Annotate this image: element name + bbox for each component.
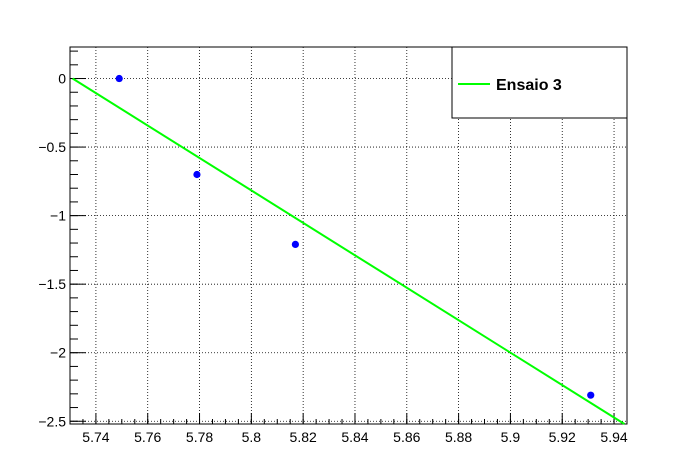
data-point	[587, 391, 595, 399]
legend-label-ensaio-3: Ensaio 3	[496, 77, 562, 94]
fit-line-ensaio-3	[72, 77, 625, 425]
data-point	[115, 74, 123, 83]
x-tick-label: 5.9	[501, 429, 521, 445]
x-tick-label: 5.86	[393, 429, 420, 445]
y-tick-label: 0	[58, 71, 66, 87]
y-tick-label: −2	[50, 345, 66, 361]
data-point	[193, 170, 201, 179]
x-tick-label: 5.76	[134, 429, 161, 445]
x-tick-label: 5.84	[341, 429, 368, 445]
axes: 5.74 5.76 5.78 5.8 5.82 5.84 5.86 5.88 5.9 5.92 5.…	[38, 50, 628, 445]
x-tick-label: 5.82	[290, 429, 317, 445]
x-tick-label: 5.92	[549, 429, 576, 445]
x-tick-label: 5.94	[600, 429, 627, 445]
x-tick-label: 5.78	[186, 429, 213, 445]
legend: Ensaio 3	[451, 46, 628, 119]
y-tick-label: −2.5	[38, 413, 66, 429]
x-tick-label: 5.88	[445, 429, 472, 445]
x-tick-label: 5.8	[242, 429, 262, 445]
y-tick-label: −0.5	[38, 139, 66, 155]
series	[72, 74, 625, 425]
data-point	[291, 240, 299, 249]
legend-box	[451, 46, 628, 119]
x-tick-label: 5.74	[82, 429, 109, 445]
plot-frame	[69, 46, 628, 425]
y-tick-label: −1.5	[38, 276, 66, 292]
y-tick-label: −1	[50, 208, 66, 224]
